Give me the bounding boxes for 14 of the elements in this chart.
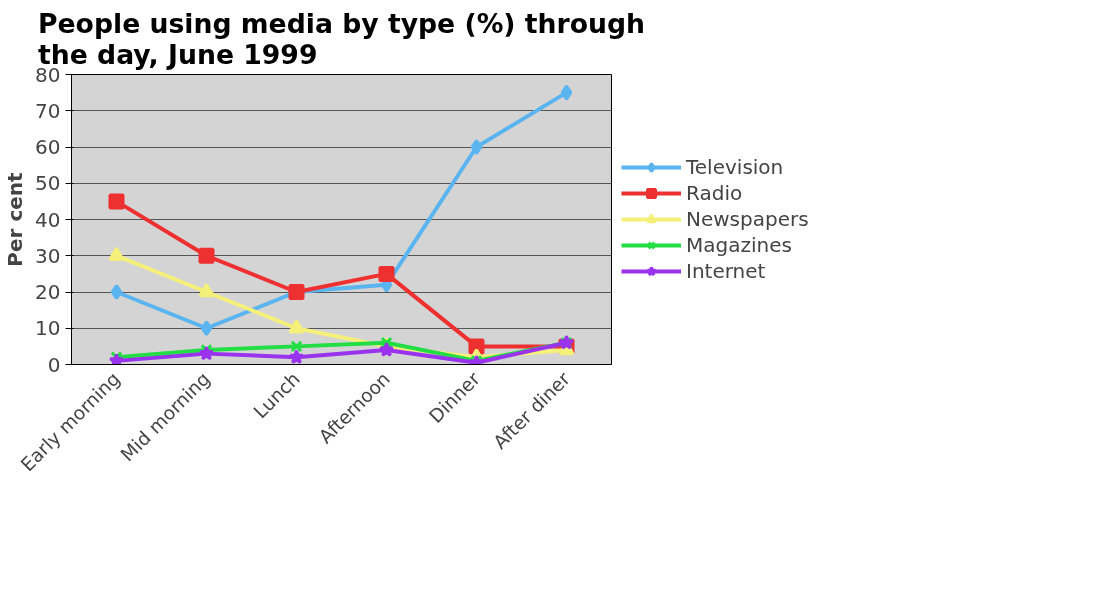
y-tick-label: 20 (35, 280, 61, 304)
y-tick-label: 60 (35, 135, 61, 159)
y-tick-label: 30 (35, 243, 61, 268)
y-tick-label: 70 (35, 98, 61, 123)
y-tick-label: 10 (35, 316, 61, 341)
y-axis-title: Per cent (3, 171, 28, 267)
y-tick-label: 40 (35, 207, 61, 232)
legend-label: Television (686, 155, 784, 179)
legend-label: Newspapers (686, 207, 809, 231)
legend-label: Magazines (686, 233, 792, 257)
y-tick-label: 0 (47, 352, 61, 377)
y-tick-label: 50 (35, 171, 61, 196)
legend-label: Radio (686, 181, 743, 205)
legend-label: Internet (686, 259, 766, 283)
